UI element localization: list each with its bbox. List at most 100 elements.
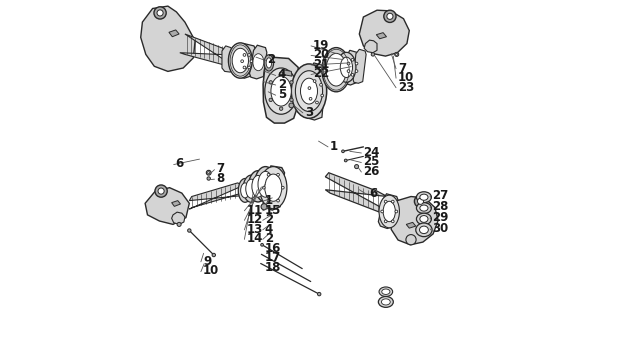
Ellipse shape <box>243 175 260 202</box>
Circle shape <box>188 229 191 232</box>
Text: 2: 2 <box>268 53 276 66</box>
Ellipse shape <box>420 226 428 234</box>
Circle shape <box>418 198 423 204</box>
Ellipse shape <box>417 213 431 225</box>
Ellipse shape <box>253 54 264 71</box>
Circle shape <box>289 103 294 108</box>
Circle shape <box>261 243 263 246</box>
Circle shape <box>308 87 311 89</box>
Text: 21: 21 <box>313 58 329 71</box>
Polygon shape <box>359 10 409 56</box>
Circle shape <box>154 7 166 19</box>
Circle shape <box>309 98 312 100</box>
Ellipse shape <box>382 289 390 294</box>
Circle shape <box>415 195 426 207</box>
Text: 30: 30 <box>432 222 448 235</box>
Circle shape <box>248 54 250 56</box>
Polygon shape <box>406 222 416 228</box>
Ellipse shape <box>265 68 297 114</box>
Text: 26: 26 <box>363 165 380 178</box>
Polygon shape <box>169 30 179 37</box>
Ellipse shape <box>337 52 356 82</box>
Ellipse shape <box>264 55 274 71</box>
Text: 27: 27 <box>432 189 448 202</box>
Circle shape <box>208 172 210 174</box>
Circle shape <box>396 53 398 55</box>
Polygon shape <box>376 33 386 39</box>
Ellipse shape <box>248 171 268 202</box>
Circle shape <box>243 54 246 56</box>
Circle shape <box>250 60 253 63</box>
Circle shape <box>290 81 293 84</box>
Circle shape <box>406 235 416 245</box>
Text: 6: 6 <box>176 157 184 170</box>
Circle shape <box>267 173 270 176</box>
Circle shape <box>243 66 246 69</box>
Polygon shape <box>353 49 366 83</box>
Polygon shape <box>263 57 300 123</box>
Circle shape <box>347 70 350 72</box>
Circle shape <box>395 52 399 56</box>
Polygon shape <box>284 70 292 76</box>
Circle shape <box>342 150 344 153</box>
Circle shape <box>381 210 384 213</box>
Circle shape <box>316 101 318 104</box>
Polygon shape <box>391 197 438 245</box>
Circle shape <box>277 199 279 202</box>
Circle shape <box>263 186 265 189</box>
Text: 2: 2 <box>265 213 273 226</box>
Text: 8: 8 <box>216 172 225 185</box>
Text: 2: 2 <box>277 78 286 91</box>
Text: 1: 1 <box>330 140 338 153</box>
Text: 16: 16 <box>265 242 281 255</box>
Circle shape <box>355 62 358 65</box>
Text: 11: 11 <box>247 204 263 217</box>
Ellipse shape <box>420 205 428 211</box>
Text: 28: 28 <box>432 200 449 213</box>
Text: 7: 7 <box>216 163 225 175</box>
Text: 2: 2 <box>265 232 273 245</box>
Ellipse shape <box>420 194 428 200</box>
Circle shape <box>269 81 273 84</box>
Text: 10: 10 <box>203 265 219 277</box>
Circle shape <box>277 173 279 176</box>
Circle shape <box>391 200 394 203</box>
Text: 5: 5 <box>277 88 286 101</box>
Ellipse shape <box>260 167 287 209</box>
Polygon shape <box>145 188 189 224</box>
Circle shape <box>269 98 273 102</box>
Text: 1: 1 <box>265 194 273 207</box>
Circle shape <box>371 53 375 56</box>
Circle shape <box>207 177 210 180</box>
Text: 12: 12 <box>247 213 263 226</box>
Text: 10: 10 <box>398 71 414 84</box>
Circle shape <box>384 200 387 203</box>
Ellipse shape <box>322 48 350 92</box>
Text: 22: 22 <box>313 67 329 80</box>
Circle shape <box>157 10 163 16</box>
Circle shape <box>321 94 324 97</box>
Ellipse shape <box>341 57 352 78</box>
Text: 24: 24 <box>363 146 380 159</box>
Ellipse shape <box>383 201 396 222</box>
Polygon shape <box>364 40 377 53</box>
Circle shape <box>355 165 358 169</box>
Polygon shape <box>305 63 326 120</box>
Circle shape <box>281 186 284 189</box>
Circle shape <box>384 220 387 223</box>
Ellipse shape <box>271 76 291 106</box>
Ellipse shape <box>229 43 252 78</box>
Ellipse shape <box>232 48 248 73</box>
Circle shape <box>158 188 164 194</box>
Polygon shape <box>222 46 234 72</box>
Text: 14: 14 <box>247 232 263 245</box>
Circle shape <box>241 60 243 63</box>
Text: 29: 29 <box>432 211 449 224</box>
Circle shape <box>347 62 350 65</box>
Text: 13: 13 <box>247 223 263 236</box>
Text: 4: 4 <box>265 223 273 236</box>
Ellipse shape <box>252 175 264 197</box>
Ellipse shape <box>239 178 252 202</box>
Circle shape <box>267 199 270 202</box>
Text: 25: 25 <box>363 155 380 168</box>
